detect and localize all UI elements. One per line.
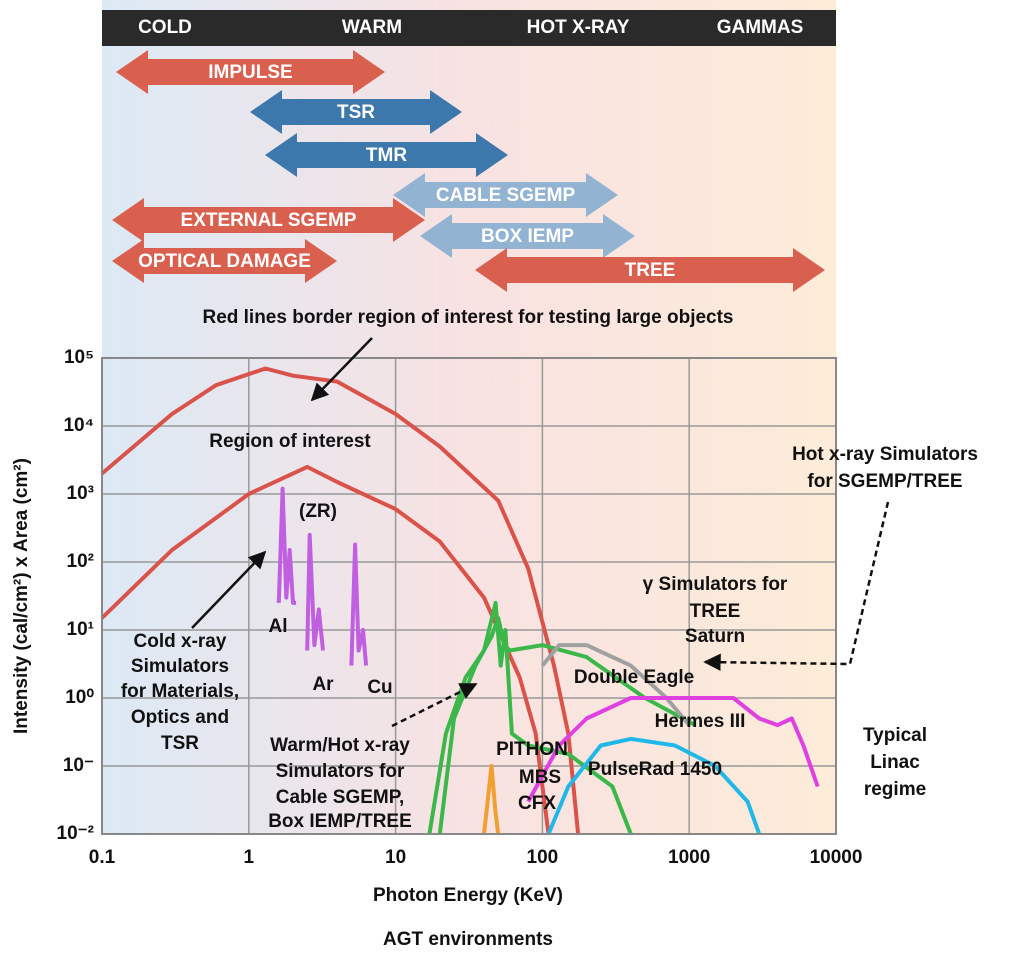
series-line — [349, 542, 369, 666]
x-tick-label: 1000 — [668, 847, 710, 868]
x-tick-label: 1 — [244, 847, 255, 868]
arrow-group: IMPULSE TSR TMR CABLE SGEMP EXTERNAL SGEMP BO… — [112, 50, 825, 292]
y-tick-label: 10³ — [67, 483, 94, 504]
curve-label: PulseRad 1450 — [588, 759, 722, 780]
y-tick-label: 10⁻² — [57, 823, 95, 844]
x-tick-label: 10000 — [810, 847, 863, 868]
range-label: OPTICAL DAMAGE — [138, 251, 311, 272]
series-line — [546, 736, 762, 835]
range-arrow — [116, 50, 385, 94]
annotation-line: Optics and — [131, 707, 229, 728]
range-arrow — [112, 198, 425, 242]
annotation-line: Hot x-ray Simulators — [792, 444, 978, 465]
range-label: TREE — [625, 260, 676, 281]
curve-label: Double Eagle — [574, 667, 694, 688]
annotation-line: MBS — [519, 767, 561, 788]
range-label: BOX IEMP — [481, 226, 574, 247]
caption: AGT environments — [383, 929, 553, 950]
x-tick-label: 0.1 — [89, 847, 116, 868]
annotation-line: Simulators — [131, 656, 229, 677]
range-arrow — [265, 133, 508, 177]
y-tick-label: 10⁴ — [63, 415, 94, 436]
y-tick-label: 10⁵ — [64, 347, 94, 368]
pointer-arrow — [703, 501, 890, 671]
range-arrow — [475, 248, 825, 292]
range-arrow — [393, 173, 618, 217]
annotation-line: γ Simulators for — [643, 574, 788, 595]
curve-label: Cu — [367, 677, 392, 698]
annotation-line: Linac — [870, 752, 920, 773]
range-label: IMPULSE — [208, 62, 292, 83]
annotation: Region of interest — [209, 431, 371, 452]
pointer-arrow — [310, 337, 373, 402]
curve-label: Ar — [312, 674, 334, 695]
annotation: Cold x-ray Simulators for Materials, Opt… — [121, 444, 978, 832]
y-tick-label: 10⁻ — [63, 755, 94, 776]
series-line — [100, 366, 581, 835]
range-label: EXTERNAL SGEMP — [181, 210, 357, 231]
annotation-line: for Materials, — [121, 681, 239, 702]
annotation: (ZR) — [299, 501, 337, 522]
annotation-line: Cable SGEMP, — [276, 787, 404, 808]
annotation-line: Warm/Hot x-ray — [270, 735, 410, 756]
header-bar — [102, 10, 836, 46]
series-line — [305, 532, 325, 651]
curve-label: Hermes III — [655, 711, 746, 732]
series-line — [482, 764, 501, 835]
series-line — [100, 464, 551, 835]
band-label: GAMMAS — [717, 17, 804, 38]
pointer-arrows — [191, 337, 890, 728]
band-label: COLD — [138, 17, 192, 38]
band-label: HOT X-RAY — [527, 17, 630, 38]
range-arrow — [420, 214, 635, 258]
series-line — [526, 696, 820, 803]
range-arrow — [250, 90, 462, 134]
range-label: TMR — [366, 145, 407, 166]
range-label: TSR — [337, 102, 375, 123]
y-tick-label: 10¹ — [67, 619, 94, 640]
pointer-arrow — [191, 550, 267, 629]
series-line — [540, 643, 691, 727]
x-tick-label: 100 — [527, 847, 559, 868]
annotation-line: regime — [864, 779, 926, 800]
annotation-line: Cold x-ray — [134, 631, 227, 652]
curve-label: Saturn — [685, 626, 745, 647]
annotation-line: Typical — [863, 725, 927, 746]
y-tick-label: 10⁰ — [65, 687, 94, 708]
y-axis-label: Intensity (cal/cm²) x Area (cm²) — [11, 458, 32, 734]
annotation-line: TREE — [690, 601, 741, 622]
annotation-line: CFX — [518, 793, 556, 814]
y-tick-label: 10² — [67, 551, 94, 572]
series-line — [276, 486, 297, 605]
range-arrow — [112, 239, 337, 283]
curve-label: PITHON — [496, 739, 568, 760]
range-label: CABLE SGEMP — [436, 185, 576, 206]
annotation-line: TSR — [161, 733, 199, 754]
annotation-line: for SGEMP/TREE — [807, 471, 962, 492]
plot-border — [101, 357, 837, 835]
x-axis-label: Photon Energy (KeV) — [373, 885, 563, 906]
pointer-arrow — [391, 682, 478, 728]
annotation-line: Simulators for — [276, 761, 405, 782]
curve-label: Al — [269, 616, 288, 637]
annotation-line: Box IEMP/TREE — [268, 811, 412, 832]
band-label: WARM — [342, 17, 402, 38]
subtitle: Red lines border region of interest for … — [202, 307, 733, 328]
x-tick-label: 10 — [385, 847, 406, 868]
